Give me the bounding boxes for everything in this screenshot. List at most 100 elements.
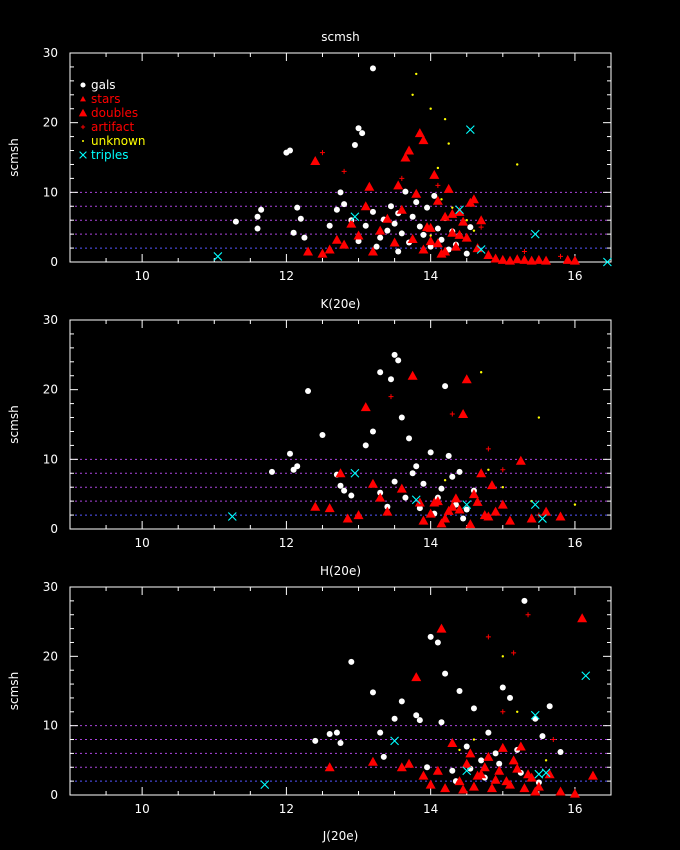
point-gals: [391, 715, 398, 722]
point-gals: [348, 492, 355, 499]
point-gals: [254, 213, 261, 220]
data-points: [227, 351, 577, 529]
point-doubles: [479, 510, 490, 520]
point-gals: [438, 719, 445, 726]
point-gals: [359, 130, 366, 137]
point-unknown: [516, 710, 519, 713]
point-gals: [391, 220, 398, 227]
point-gals: [258, 206, 265, 213]
x-tick-label: 14: [423, 269, 438, 283]
point-gals: [463, 506, 470, 513]
point-artifact: [388, 394, 394, 400]
point-triples: [465, 125, 475, 135]
point-artifact: [485, 446, 491, 452]
point-triples: [603, 257, 612, 267]
point-gals: [485, 729, 492, 736]
point-triples: [534, 769, 544, 779]
point-doubles: [454, 504, 465, 514]
point-doubles: [497, 254, 508, 264]
point-doubles: [450, 241, 461, 251]
point-doubles: [418, 515, 429, 525]
series-gals: [268, 351, 477, 522]
point-doubles: [396, 762, 407, 772]
point-doubles: [353, 230, 364, 240]
point-doubles: [418, 244, 429, 254]
point-gals: [395, 248, 402, 255]
point-gals: [355, 125, 362, 132]
point-doubles: [544, 769, 555, 779]
legend-marker-doubles: [78, 108, 88, 117]
series-artifact: [319, 150, 564, 259]
point-artifact: [435, 182, 441, 188]
x-tick-label: 10: [134, 536, 149, 550]
point-triples: [350, 212, 360, 222]
point-triples: [260, 780, 270, 789]
point-gals: [442, 670, 449, 677]
panel-2: K(20e) scmsh 10 12 14 16 0 10 20 30: [7, 297, 612, 550]
point-gals: [463, 250, 470, 257]
point-gals: [434, 225, 441, 232]
point-doubles: [324, 762, 335, 772]
point-artifact: [558, 253, 564, 259]
point-gals: [434, 639, 441, 646]
point-gals: [546, 703, 553, 710]
point-unknown: [443, 117, 447, 121]
point-gals: [369, 689, 376, 696]
point-gals: [557, 749, 564, 756]
panel-3: H(20e) scmsh 10 12 14 16 0 10 20 30 J(20e): [7, 564, 612, 843]
x-tick-label: 14: [423, 536, 438, 550]
point-gals: [391, 351, 398, 358]
point-gals: [254, 225, 261, 232]
point-gals: [427, 243, 434, 250]
point-gals: [337, 482, 344, 489]
point-gals: [395, 357, 402, 364]
point-doubles: [414, 497, 425, 507]
point-gals: [416, 505, 423, 512]
series-unknown: [411, 72, 519, 237]
point-doubles: [450, 493, 461, 503]
point-gals: [319, 431, 326, 438]
point-artifact: [399, 175, 405, 181]
point-gals: [362, 442, 369, 449]
point-gals: [326, 222, 333, 229]
point-doubles: [400, 152, 411, 162]
point-doubles: [303, 246, 314, 256]
point-doubles: [472, 496, 483, 506]
point-triples: [530, 229, 540, 239]
point-unknown: [429, 107, 432, 110]
point-gals: [442, 383, 449, 390]
point-gals: [369, 65, 376, 72]
point-doubles: [461, 374, 472, 384]
point-doubles: [375, 225, 386, 235]
point-doubles: [443, 183, 454, 193]
point-artifact: [525, 612, 531, 618]
series-artifact: [485, 612, 556, 743]
point-doubles: [526, 513, 537, 523]
point-doubles: [486, 783, 497, 793]
data-points: [260, 597, 598, 798]
point-doubles: [447, 208, 458, 218]
point-unknown: [465, 219, 468, 222]
point-doubles: [411, 672, 422, 682]
y-tick-label: 20: [43, 116, 58, 130]
point-doubles: [418, 135, 429, 145]
point-doubles: [360, 201, 371, 211]
point-gals: [341, 487, 348, 494]
point-doubles: [472, 770, 483, 780]
point-doubles: [367, 478, 378, 488]
point-gals: [373, 243, 380, 250]
point-gals: [438, 485, 445, 492]
point-unknown: [458, 748, 461, 752]
point-gals: [268, 468, 275, 475]
point-gals: [416, 223, 423, 230]
point-gals: [496, 760, 503, 767]
point-gals: [232, 218, 239, 225]
point-doubles: [411, 188, 422, 198]
point-doubles: [382, 506, 393, 516]
point-unknown: [443, 479, 447, 482]
point-gals: [406, 435, 413, 442]
point-doubles: [454, 206, 465, 216]
point-artifact: [500, 467, 506, 473]
point-gals: [355, 238, 362, 245]
x-tick-label: 12: [279, 269, 294, 283]
